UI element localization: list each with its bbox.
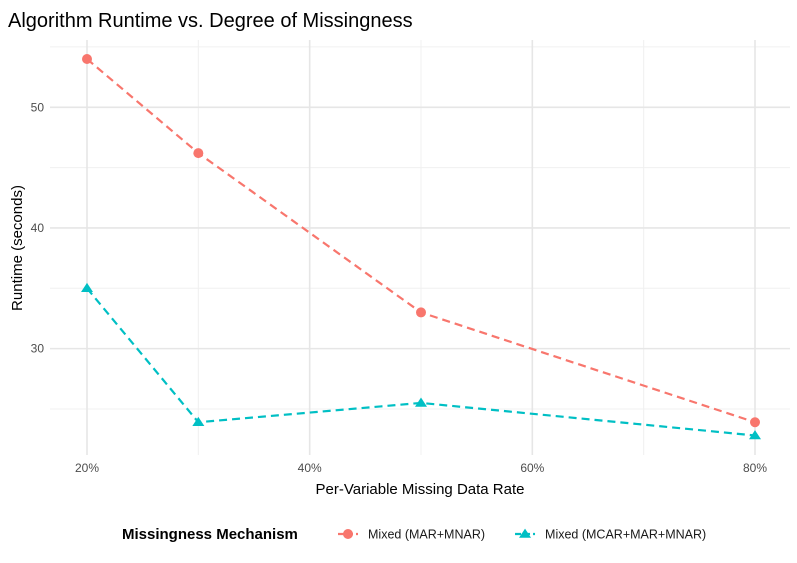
x-tick-label: 80%: [743, 461, 767, 475]
data-point: [81, 282, 93, 293]
series-line: [86, 287, 756, 437]
data-point: [750, 417, 760, 428]
minor-grid: [50, 40, 790, 455]
x-tick-label: 40%: [298, 461, 322, 475]
legend: Missingness Mechanism Mixed (MAR+MNAR) Mi…: [122, 526, 706, 543]
x-axis-ticks: 20% 40% 60% 80%: [75, 461, 767, 475]
major-grid: [50, 40, 790, 455]
x-axis-title: Per-Variable Missing Data Rate: [316, 481, 525, 498]
legend-label: Mixed (MAR+MNAR): [368, 528, 485, 542]
y-tick-label: 50: [31, 100, 45, 114]
legend-item: Mixed (MCAR+MAR+MNAR): [515, 528, 706, 542]
data-point: [416, 307, 426, 318]
y-axis-ticks: 30 40 50: [31, 100, 45, 355]
data-point: [192, 416, 205, 427]
y-tick-label: 30: [31, 342, 45, 356]
series-layer: [81, 54, 761, 440]
y-axis-title: Runtime (seconds): [9, 185, 26, 311]
x-tick-label: 20%: [75, 461, 99, 475]
chart-title: Algorithm Runtime vs. Degree of Missingn…: [8, 10, 413, 32]
x-tick-label: 60%: [520, 461, 544, 475]
legend-items: Mixed (MAR+MNAR) Mixed (MCAR+MAR+MNAR): [338, 528, 706, 542]
series-1: [82, 54, 760, 428]
legend-label: Mixed (MCAR+MAR+MNAR): [545, 528, 706, 542]
data-point: [749, 430, 761, 440]
legend-key-marker: [519, 528, 532, 538]
series-line: [86, 58, 756, 424]
data-point: [415, 397, 427, 407]
series-2: [81, 282, 761, 440]
data-point: [82, 54, 92, 64]
data-point: [193, 148, 204, 159]
legend-item: Mixed (MAR+MNAR): [338, 528, 485, 542]
legend-title: Missingness Mechanism: [122, 526, 298, 543]
legend-key-marker: [343, 529, 353, 539]
y-tick-label: 40: [31, 221, 45, 235]
